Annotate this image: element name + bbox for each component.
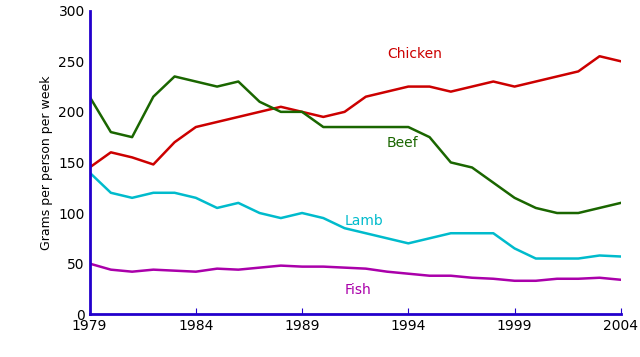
Text: Fish: Fish [344,283,371,297]
Text: Beef: Beef [387,136,419,150]
Text: Chicken: Chicken [387,47,442,61]
Y-axis label: Grams per person per week: Grams per person per week [40,75,53,250]
Text: Lamb: Lamb [344,214,383,228]
